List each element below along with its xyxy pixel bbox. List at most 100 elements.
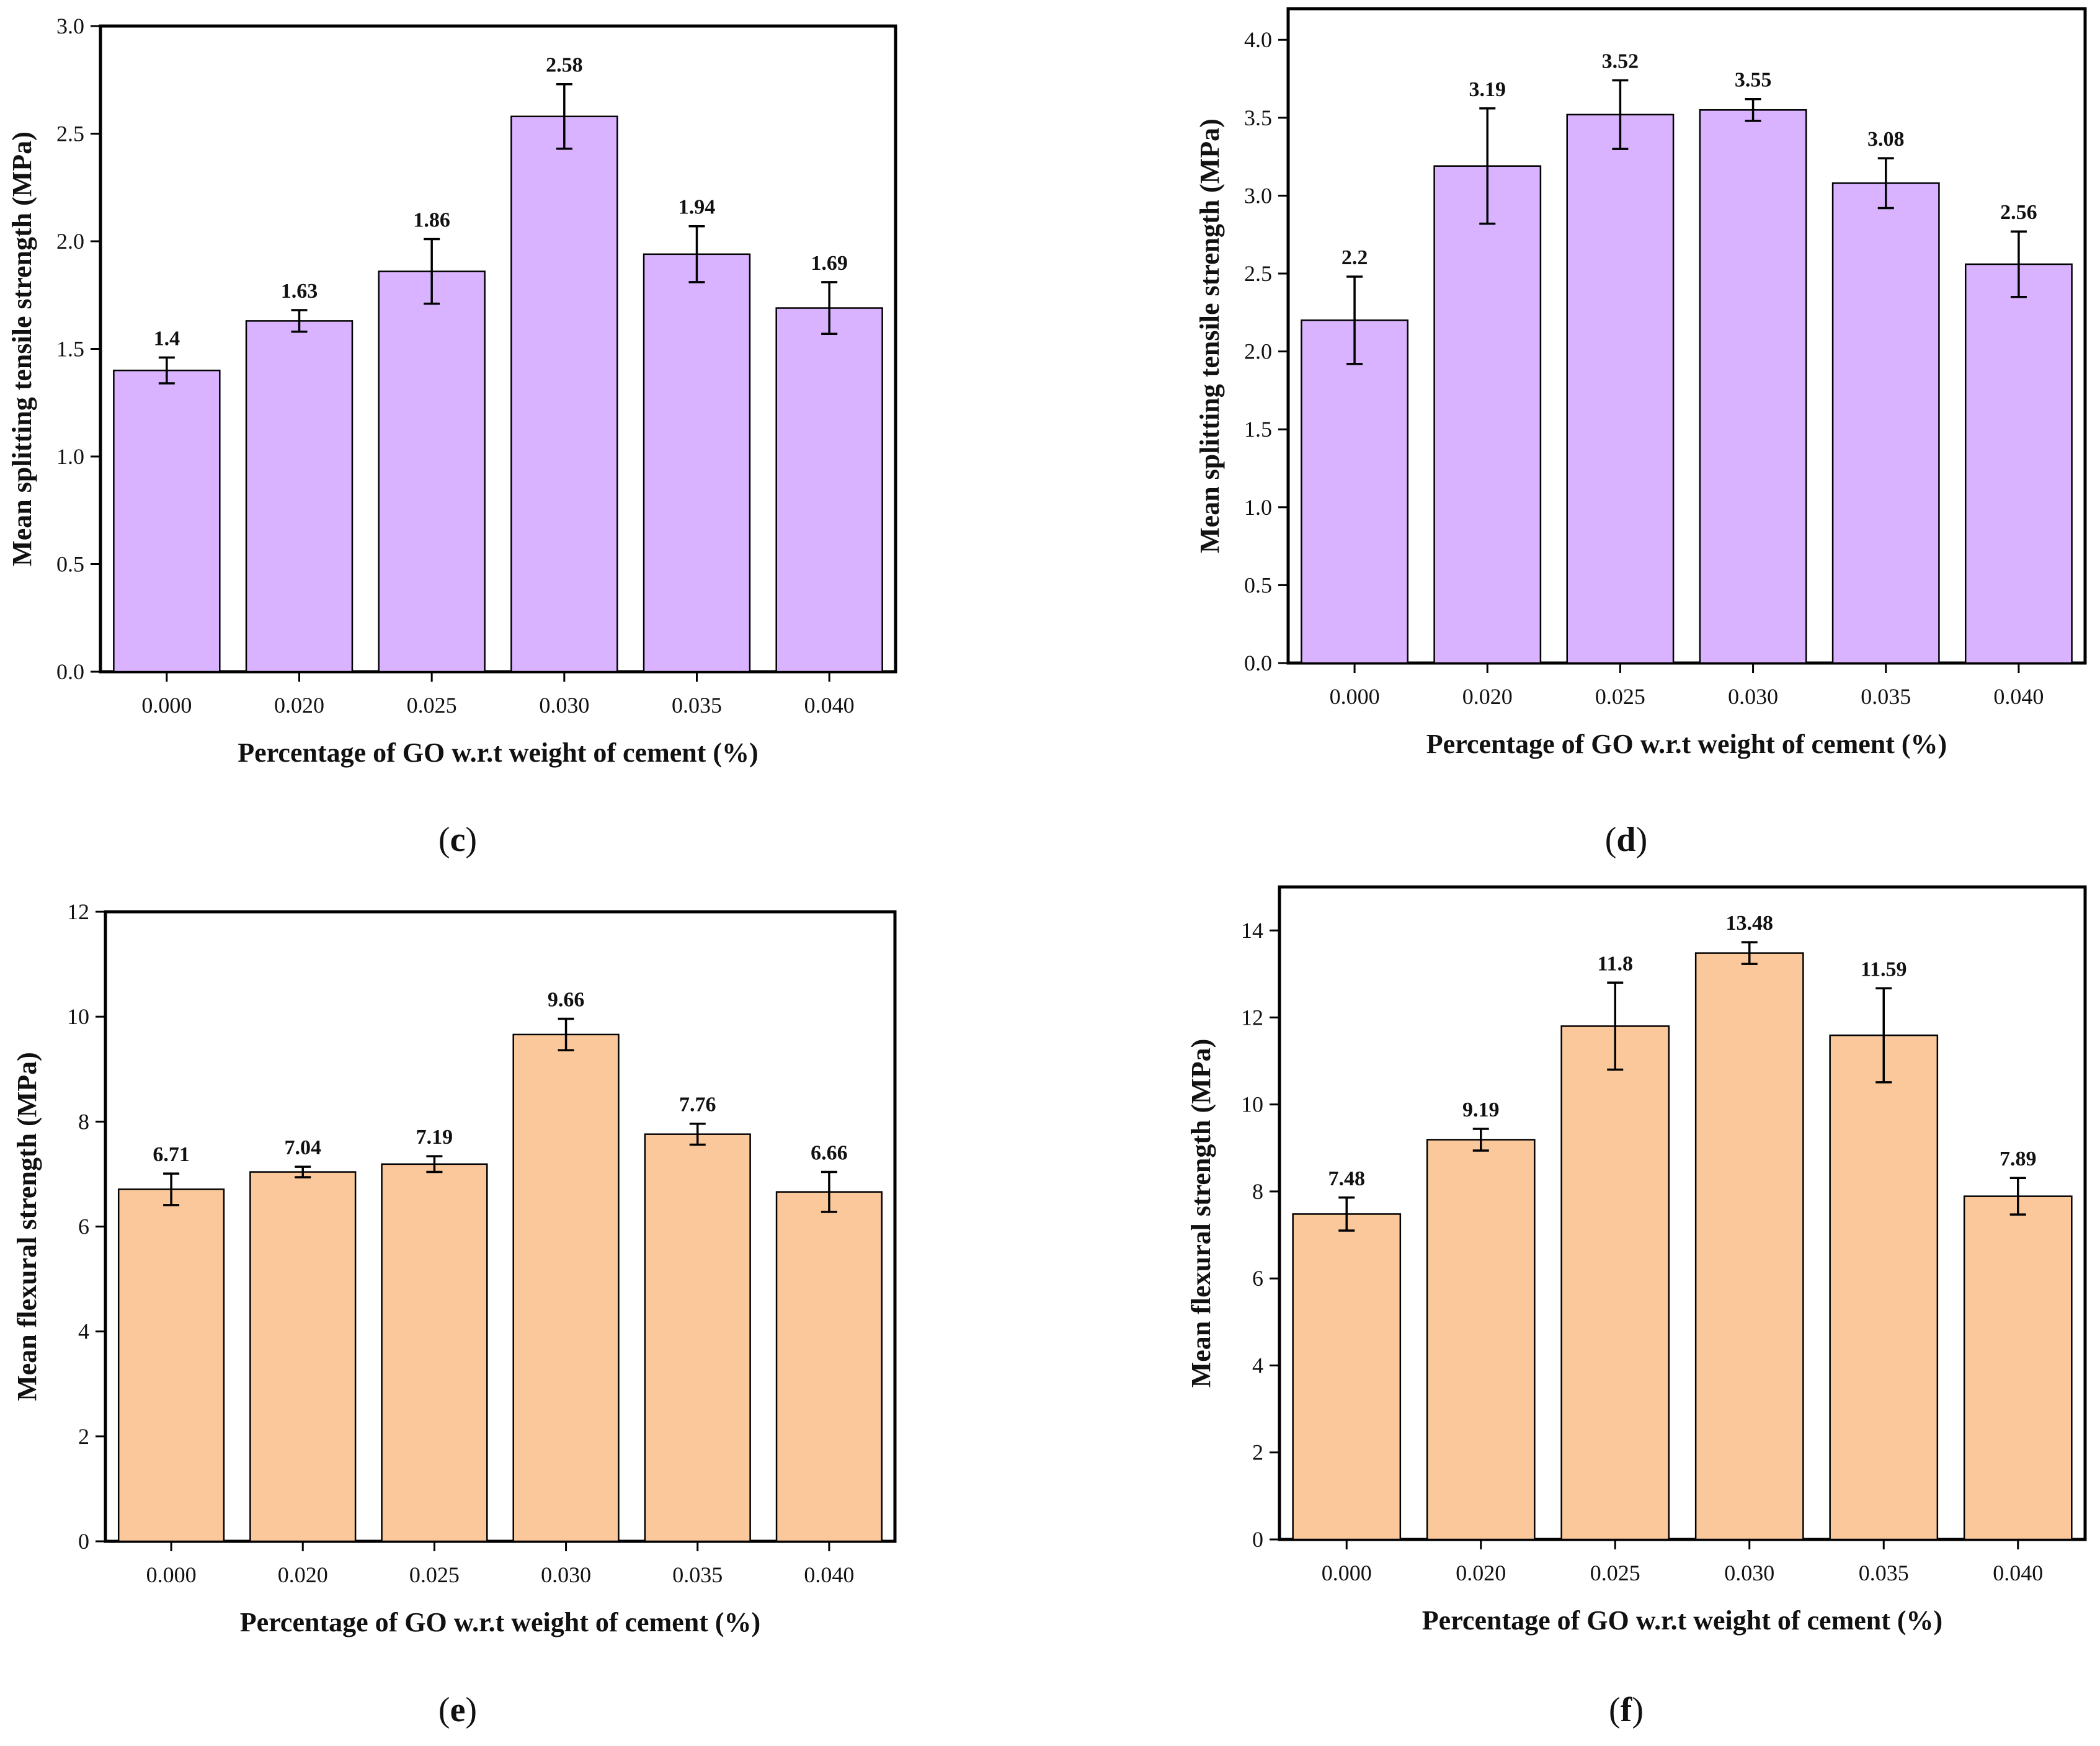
x-tick-label: 0.025	[409, 1562, 460, 1587]
bar	[1433, 165, 1542, 664]
chart-panel-f: 0 2 4 6 8 10 12 14 7.48 0.000 9.19 0.020 11.8 0.025 13…	[1186, 885, 2087, 1729]
x-tick-label: 0.000	[141, 693, 192, 718]
data-label: 9.66	[548, 989, 585, 1012]
y-tick-label: 4	[78, 1319, 89, 1344]
data-label: 1.94	[678, 196, 716, 219]
chart-panel-c: 0.0 0.5 1.0 1.5 2.0 2.5 3.0 1.4 0.000 1.63 0.020 1.…	[7, 14, 897, 859]
y-tick-label: 0.0	[1244, 651, 1272, 675]
x-tick-label: 0.000	[146, 1562, 197, 1587]
bar	[775, 1191, 883, 1543]
panel-caption-prefix: (	[1605, 821, 1617, 859]
panel-caption-prefix: (	[438, 821, 450, 859]
y-tick-label: 12	[1241, 1005, 1263, 1030]
y-tick-label: 4.0	[1244, 27, 1272, 52]
data-label: 1.86	[413, 209, 450, 232]
panel-caption: (e)	[438, 1691, 477, 1729]
x-tick-label: 0.000	[1322, 1561, 1372, 1585]
y-tick-label: 8	[1252, 1179, 1263, 1204]
data-label: 9.19	[1462, 1098, 1500, 1121]
x-tick-label: 0.020	[1462, 684, 1513, 709]
data-label: 13.48	[1726, 912, 1774, 935]
data-label: 7.89	[2000, 1147, 2037, 1170]
data-label: 2.2	[1341, 246, 1368, 269]
y-tick-label: 0	[78, 1529, 89, 1554]
bar	[381, 1163, 488, 1543]
x-tick-label: 0.030	[1724, 1561, 1774, 1585]
x-tick-label: 0.040	[804, 693, 855, 718]
y-tick-label: 10	[67, 1004, 89, 1029]
panel-caption-suffix: )	[1636, 821, 1648, 859]
data-label: 11.8	[1597, 952, 1633, 975]
y-tick-label: 0.0	[56, 659, 84, 684]
y-tick-label: 6	[1252, 1266, 1263, 1291]
data-label: 3.19	[1469, 78, 1506, 101]
bar	[644, 1133, 751, 1543]
data-label: 2.56	[2000, 201, 2037, 224]
x-tick-label: 0.030	[541, 1562, 591, 1587]
bar	[1560, 1025, 1670, 1541]
y-tick-label: 12	[67, 899, 89, 924]
bar	[1566, 114, 1675, 664]
bar	[512, 1033, 620, 1543]
y-tick-label: 1.0	[1244, 495, 1272, 520]
x-tick-label: 0.035	[672, 693, 722, 718]
data-label: 7.48	[1328, 1167, 1366, 1190]
y-tick-label: 1.5	[56, 337, 84, 362]
bar	[117, 1188, 225, 1543]
y-tick-label: 2.5	[1244, 261, 1272, 286]
data-label: 1.69	[811, 252, 848, 275]
y-tick-label: 2.0	[56, 229, 84, 254]
y-tick-label: 2	[1252, 1440, 1263, 1465]
y-tick-label: 8	[78, 1109, 89, 1134]
bar	[775, 307, 883, 673]
panel-caption-suffix: )	[1632, 1691, 1644, 1729]
y-axis-label: Mean flexural strength (MPa)	[12, 1052, 42, 1401]
data-label: 6.71	[153, 1143, 190, 1166]
panel-caption: (f)	[1609, 1691, 1644, 1729]
x-tick-label: 0.040	[1993, 684, 2044, 709]
bar	[1699, 109, 1807, 664]
panel-caption-suffix: )	[465, 821, 477, 859]
bar	[249, 1171, 357, 1543]
panel-caption-letter: e	[450, 1691, 466, 1729]
bar	[1829, 1034, 1939, 1541]
bar	[510, 115, 618, 673]
x-tick-label: 0.030	[539, 693, 589, 718]
data-label: 7.76	[679, 1093, 716, 1116]
x-tick-label: 0.020	[1456, 1561, 1506, 1585]
x-tick-label: 0.025	[407, 693, 457, 718]
bar	[643, 253, 751, 673]
y-tick-label: 0	[1252, 1527, 1263, 1552]
bar	[378, 270, 486, 673]
x-axis-label: Percentage of GO w.r.t weight of cement …	[240, 1607, 760, 1637]
y-tick-label: 14	[1241, 918, 1263, 943]
panel-caption-suffix: )	[465, 1691, 477, 1729]
y-tick-label: 3.0	[56, 14, 84, 38]
bar	[1963, 1195, 2073, 1541]
x-axis-label: Percentage of GO w.r.t weight of cement …	[1422, 1605, 1942, 1636]
data-label: 11.59	[1861, 958, 1907, 981]
bar	[113, 369, 221, 673]
x-tick-label: 0.025	[1590, 1561, 1640, 1585]
x-axis-label: Percentage of GO w.r.t weight of cement …	[1426, 729, 1947, 759]
y-tick-label: 2.5	[56, 122, 84, 146]
y-tick-label: 0.5	[1244, 572, 1272, 597]
data-label: 3.55	[1735, 69, 1772, 92]
bar	[1292, 1213, 1402, 1541]
y-axis-label: Mean splitting tensile strength (MPa)	[7, 131, 37, 566]
plot-frame	[1286, 7, 2087, 665]
x-axis-label: Percentage of GO w.r.t weight of cement …	[238, 737, 758, 768]
panel-caption-letter: c	[450, 821, 466, 859]
x-tick-label: 0.020	[274, 693, 324, 718]
panel-caption: (c)	[438, 821, 477, 859]
bar	[1965, 263, 2073, 664]
y-tick-label: 3.5	[1244, 105, 1272, 130]
data-label: 7.19	[416, 1126, 453, 1149]
bar	[1694, 952, 1804, 1541]
y-tick-label: 1.0	[56, 444, 84, 469]
chart-panel-d: 0.0 0.5 1.0 1.5 2.0 2.5 3.0 3.5 4.0 2.2 0.000 3.19 0…	[1195, 7, 2087, 859]
y-axis-label: Mean splitting tensile strength (MPa)	[1195, 118, 1225, 553]
y-tick-label: 2.0	[1244, 339, 1272, 364]
data-label: 1.4	[154, 327, 180, 350]
